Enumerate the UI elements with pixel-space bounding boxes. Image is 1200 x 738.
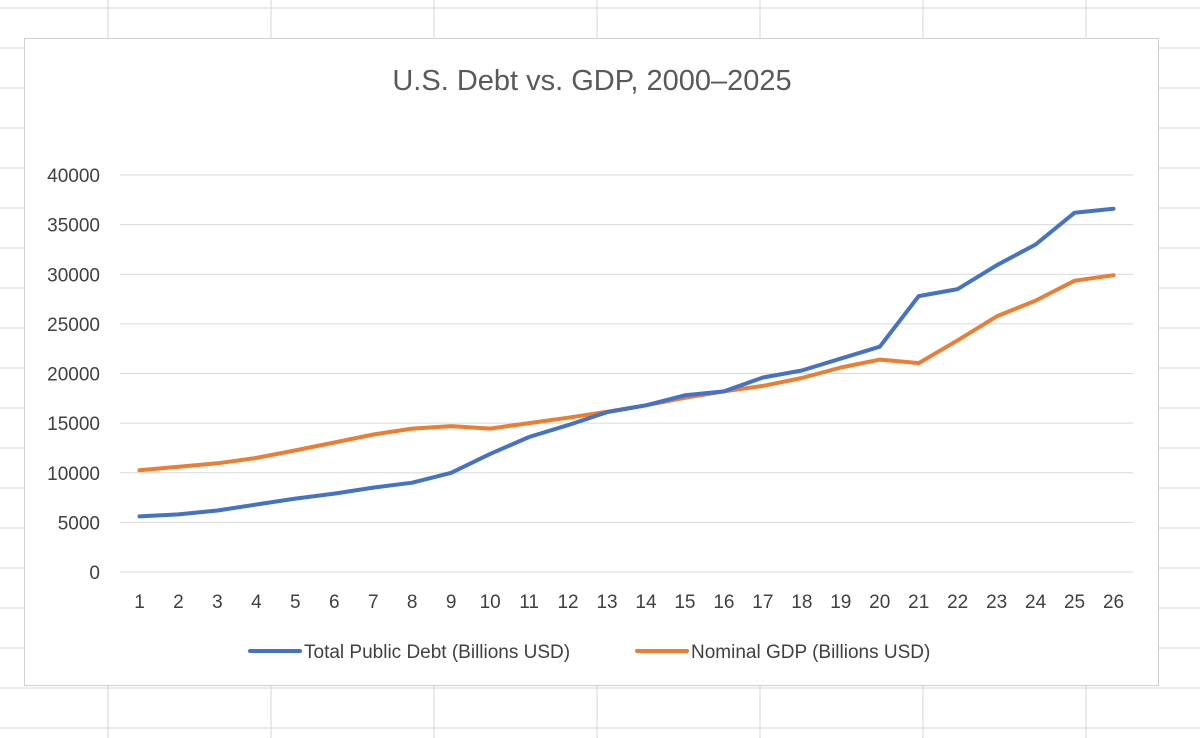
chart-title: U.S. Debt vs. GDP, 2000–2025 — [392, 65, 791, 97]
x-tick-label: 13 — [596, 592, 617, 613]
series-line-total-public-debt — [137, 206, 1116, 519]
y-tick-label: 25000 — [47, 315, 100, 336]
x-tick-label: 17 — [752, 592, 773, 613]
x-tick-label: 10 — [480, 592, 501, 613]
x-tick-label: 26 — [1103, 592, 1124, 613]
x-tick-label: 14 — [635, 592, 657, 613]
y-tick-label: 15000 — [47, 414, 100, 435]
x-tick-label: 8 — [407, 592, 418, 613]
series-line-nominal-gdp — [137, 273, 1116, 473]
x-tick-label: 24 — [1025, 592, 1047, 613]
y-tick-label: 5000 — [58, 513, 100, 534]
x-tick-label: 21 — [908, 592, 929, 613]
x-axis-tick-labels: 1 2 3 4 5 6 7 8 9 10 11 12 13 14 15 16 17 18 19 20 21 22 23 24 2… — [134, 592, 1124, 613]
x-tick-label: 19 — [830, 592, 851, 613]
gridlines — [120, 174, 1133, 573]
x-tick-label: 20 — [869, 592, 890, 613]
legend-label: Total Public Debt (Billions USD) — [304, 642, 570, 663]
y-tick-label: 0 — [89, 563, 100, 584]
y-tick-label: 30000 — [47, 265, 100, 286]
legend: Total Public Debt (Billions USD) Nominal … — [248, 642, 930, 663]
legend-label: Nominal GDP (Billions USD) — [691, 642, 930, 663]
x-tick-label: 22 — [947, 592, 968, 613]
x-tick-label: 2 — [173, 592, 184, 613]
x-tick-label: 5 — [290, 592, 301, 613]
x-tick-label: 15 — [674, 592, 695, 613]
x-tick-label: 4 — [251, 592, 262, 613]
data-series — [137, 206, 1116, 519]
y-tick-label: 35000 — [47, 216, 100, 237]
y-axis-tick-labels: 0 5000 10000 15000 20000 25000 30000 35000 40000 — [47, 166, 100, 584]
x-tick-label: 12 — [557, 592, 578, 613]
legend-item-nominal-gdp: Nominal GDP (Billions USD) — [635, 642, 930, 663]
y-tick-label: 40000 — [47, 166, 100, 187]
x-tick-label: 16 — [713, 592, 734, 613]
x-tick-label: 23 — [986, 592, 1007, 613]
x-tick-label: 11 — [519, 592, 539, 613]
x-tick-label: 1 — [134, 592, 145, 613]
x-tick-label: 3 — [212, 592, 223, 613]
x-tick-label: 25 — [1064, 592, 1085, 613]
x-tick-label: 9 — [446, 592, 457, 613]
legend-item-total-public-debt: Total Public Debt (Billions USD) — [248, 642, 570, 663]
x-tick-label: 7 — [368, 592, 379, 613]
chart-area[interactable] — [24, 38, 1159, 686]
x-tick-label: 6 — [329, 592, 340, 613]
x-tick-label: 18 — [791, 592, 812, 613]
y-tick-label: 10000 — [47, 464, 100, 485]
y-tick-label: 20000 — [47, 365, 100, 386]
